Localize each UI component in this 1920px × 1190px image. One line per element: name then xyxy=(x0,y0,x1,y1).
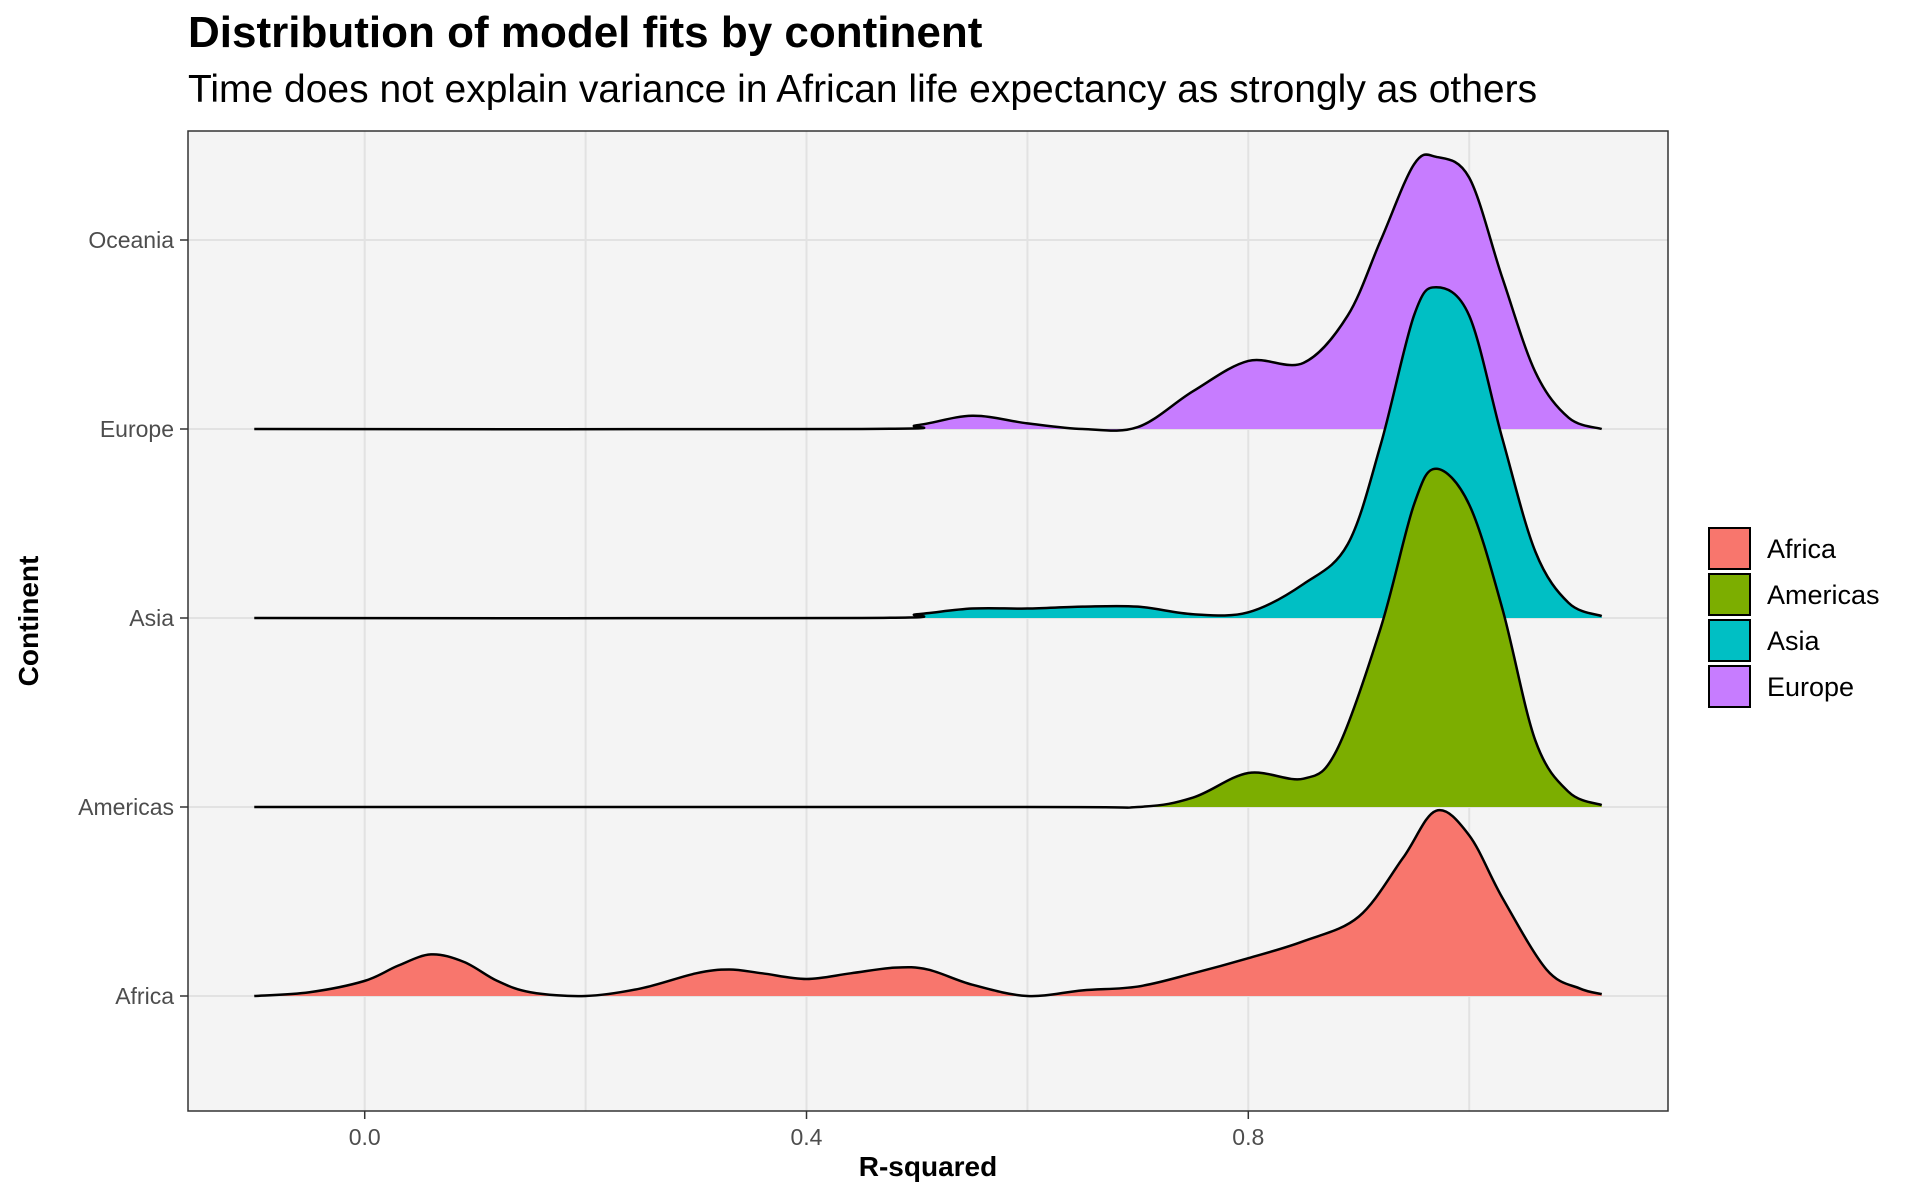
ridge-outline-americas xyxy=(254,467,1603,809)
y-tick-label-americas: Americas xyxy=(78,794,174,820)
chart-subtitle: Time does not explain variance in Africa… xyxy=(188,68,1538,111)
ridge-outline-africa xyxy=(254,808,1603,998)
legend-label-africa: Africa xyxy=(1767,534,1837,564)
legend-key-africa xyxy=(1708,527,1751,570)
x-tick-label: 0.4 xyxy=(791,1124,823,1150)
axis-layer: 0.0 0.4 0.8 Africa Americas Asia Europe Oceania xyxy=(78,227,1264,1150)
ridge-outline-europe xyxy=(254,153,1603,432)
y-axis-label: Continent xyxy=(13,556,44,687)
x-tick-label: 0.0 xyxy=(349,1124,381,1150)
x-axis-label: R-squared xyxy=(859,1151,997,1182)
panel-border xyxy=(187,130,1669,1112)
legend-label-europe: Europe xyxy=(1767,672,1854,702)
y-tick-label-oceania: Oceania xyxy=(88,227,174,253)
ridge-fill-africa xyxy=(254,810,1602,997)
legend-key-asia xyxy=(1708,619,1751,662)
y-tick-label-europe: Europe xyxy=(100,416,174,442)
x-tick-label: 0.8 xyxy=(1232,1124,1264,1150)
y-tick-label-africa: Africa xyxy=(115,983,174,1009)
legend-key-americas xyxy=(1708,573,1751,616)
ridge-layer xyxy=(254,153,1603,998)
legend: Africa Americas Asia Europe xyxy=(1708,527,1880,708)
legend-label-asia: Asia xyxy=(1767,626,1821,656)
ridge-outline-asia xyxy=(254,286,1603,620)
y-tick-label-asia: Asia xyxy=(129,605,174,631)
chart-title: Distribution of model fits by continent xyxy=(188,8,983,57)
legend-label-americas: Americas xyxy=(1767,580,1880,610)
legend-key-europe xyxy=(1708,665,1751,708)
